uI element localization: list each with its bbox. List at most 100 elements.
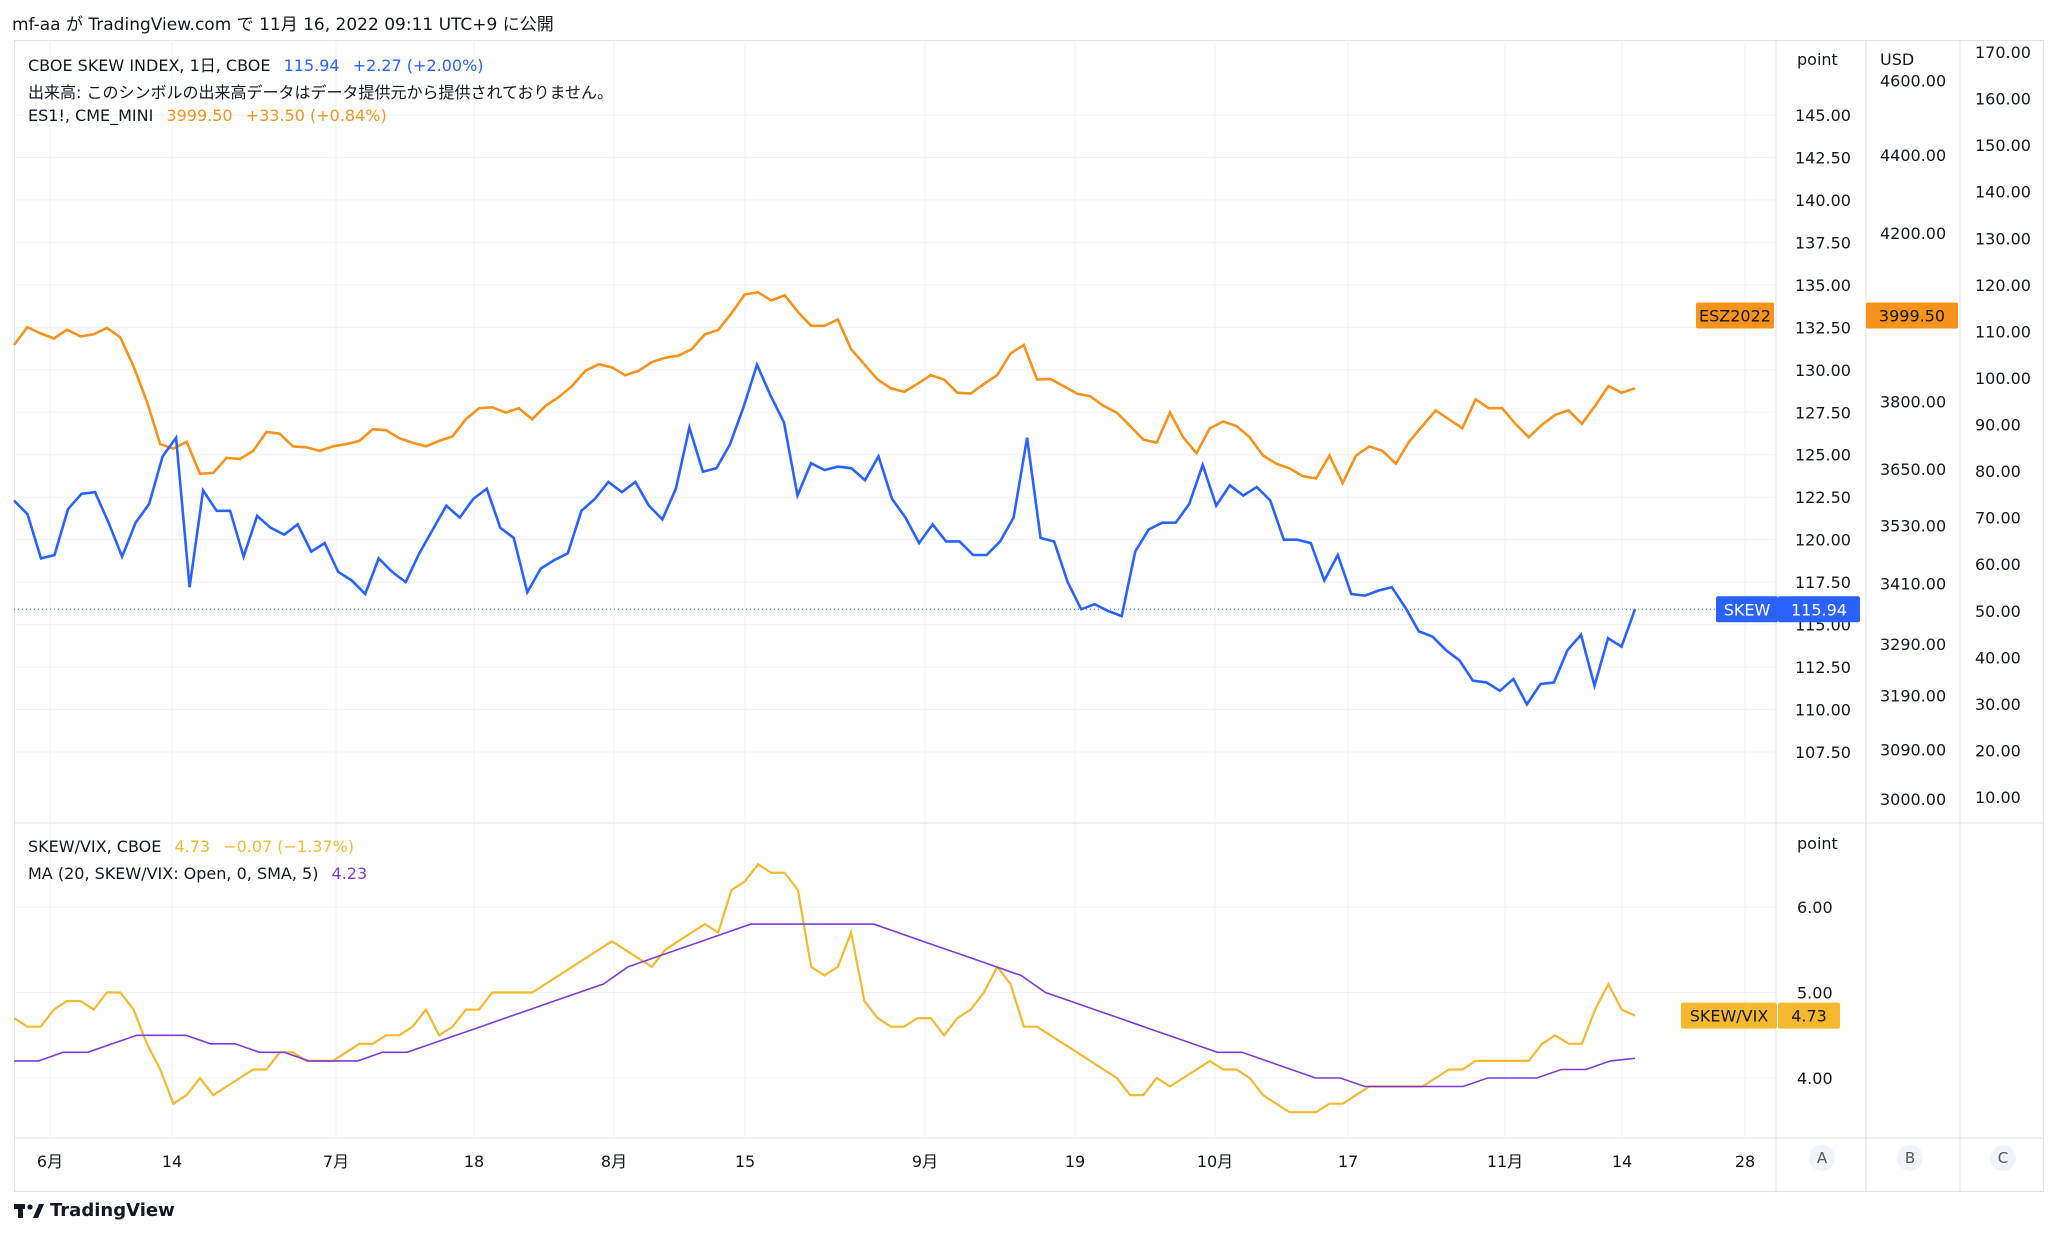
chart-frame (14, 40, 2044, 1192)
ratio-price-tag-box (1778, 1002, 1840, 1029)
skew-legend-value: 115.94 (283, 56, 340, 75)
time-tick-label: 9月 (912, 1152, 938, 1171)
point-tick-label: 127.50 (1795, 403, 1851, 422)
lower-tick-label: 6.00 (1797, 898, 1833, 917)
c-tick-label: 160.00 (1975, 90, 2031, 109)
ma-legend: MA (20, SKEW/VIX: Open, 0, SMA, 5) 4.23 (28, 864, 375, 883)
es-series-line (12, 290, 1636, 487)
es-symbol-tag-box (1696, 302, 1774, 329)
usd-tick-label: 3000.00 (1880, 790, 1946, 809)
usd-tick-label: 4200.00 (1880, 224, 1946, 243)
c-tick-label: 10.00 (1975, 788, 2021, 807)
c-tick-label: 140.00 (1975, 183, 2031, 202)
point-tick-label: 125.00 (1795, 446, 1851, 465)
ratio-legend: SKEW/VIX, CBOE 4.73 −0.07 (−1.37%) (28, 837, 362, 856)
usd-tick-label: 3530.00 (1880, 516, 1946, 535)
usd-tick-label: 3190.00 (1880, 687, 1946, 706)
time-tick-label: 7月 (323, 1152, 349, 1171)
time-tick-label: 18 (464, 1152, 484, 1171)
point-tick-label: 137.50 (1795, 233, 1851, 252)
ratio-series-line (13, 862, 1636, 1114)
time-tick-label: 19 (1065, 1152, 1085, 1171)
skew-symbol-tag-box (1716, 596, 1778, 623)
ma-series-line (14, 923, 1636, 1088)
time-tick-label: 14 (1612, 1152, 1632, 1171)
point-tick-label: 132.50 (1795, 318, 1851, 337)
skew-price-tag-text: 115.94 (1791, 600, 1847, 619)
footer-brand-text: TradingView (50, 1200, 175, 1221)
ratio-legend-change: −0.07 (−1.37%) (223, 837, 354, 856)
tradingview-logo-icon (14, 1203, 44, 1218)
ratio-price-tag-text: 4.73 (1791, 1007, 1827, 1026)
scale-button-c[interactable]: C (1990, 1145, 2016, 1171)
c-tick-label: 80.00 (1975, 462, 2021, 481)
skew-legend: CBOE SKEW INDEX, 1日, CBOE 115.94 +2.27 (… (28, 52, 492, 76)
es-legend: ES1!, CME_MINI 3999.50 +33.50 (+0.84%) (28, 106, 395, 125)
c-tick-label: 110.00 (1975, 322, 2031, 341)
c-tick-label: 90.00 (1975, 416, 2021, 435)
point-tick-label: 140.00 (1795, 191, 1851, 210)
point-tick-label: 107.50 (1795, 743, 1851, 762)
volume-note-text: 出来高: このシンボルの出来高データはデータ提供元から提供されておりません。 (28, 83, 614, 102)
c-tick-label: 70.00 (1975, 509, 2021, 528)
ratio-legend-value: 4.73 (174, 837, 211, 856)
scale-button-a[interactable]: A (1809, 1145, 1835, 1171)
ratio-legend-title: SKEW/VIX, CBOE (28, 837, 162, 856)
ma-legend-value: 4.23 (331, 864, 368, 883)
usd-tick-label: 3800.00 (1880, 393, 1946, 412)
skew-price-tag-box (1778, 596, 1860, 623)
lower-tick-label: 5.00 (1797, 984, 1833, 1003)
es-legend-value: 3999.50 (166, 106, 233, 125)
es-legend-title: ES1!, CME_MINI (28, 106, 154, 125)
point-axis-header: point (1797, 50, 1838, 69)
time-tick-label: 14 (162, 1152, 182, 1171)
point-tick-label: 110.00 (1795, 701, 1851, 720)
time-tick-label: 6月 (37, 1152, 63, 1171)
time-tick-label: 17 (1338, 1152, 1358, 1171)
c-tick-label: 150.00 (1975, 136, 2031, 155)
scale-button-b[interactable]: B (1897, 1145, 1923, 1171)
skew-symbol-tag-text: SKEW (1724, 600, 1771, 619)
ma-legend-title: MA (20, SKEW/VIX: Open, 0, SMA, 5) (28, 864, 319, 883)
skew-series-line (13, 361, 1637, 707)
lower-tick-label: 4.00 (1797, 1069, 1833, 1088)
usd-tick-label: 3650.00 (1880, 460, 1946, 479)
usd-tick-label: 4600.00 (1880, 71, 1946, 90)
skew-legend-title: CBOE SKEW INDEX, 1日, CBOE (28, 56, 271, 75)
c-tick-label: 170.00 (1975, 43, 2031, 62)
es-price-tag-box (1866, 302, 1958, 329)
footer-brand[interactable]: TradingView (14, 1200, 175, 1221)
point-tick-label: 117.50 (1795, 573, 1851, 592)
time-tick-label: 15 (735, 1152, 755, 1171)
usd-tick-label: 3410.00 (1880, 575, 1946, 594)
skew-legend-change: +2.27 (+2.00%) (352, 56, 484, 75)
point-tick-label: 120.00 (1795, 531, 1851, 550)
ratio-symbol-tag-text: SKEW/VIX (1690, 1007, 1769, 1026)
time-tick-label: 11月 (1487, 1152, 1523, 1171)
usd-tick-label: 4400.00 (1880, 146, 1946, 165)
es-symbol-tag-text: ESZ2022 (1699, 306, 1771, 325)
point-tick-label: 145.00 (1795, 106, 1851, 125)
publish-header: mf-aa が TradingView.com で 11月 16, 2022 0… (12, 15, 554, 35)
time-tick-label: 28 (1735, 1152, 1755, 1171)
point-tick-label: 112.50 (1795, 658, 1851, 677)
c-tick-label: 130.00 (1975, 229, 2031, 248)
es-price-tag-text: 3999.50 (1879, 306, 1945, 325)
c-tick-label: 20.00 (1975, 741, 2021, 760)
time-tick-label: 10月 (1197, 1152, 1233, 1171)
ratio-symbol-tag-box (1681, 1002, 1777, 1029)
point-tick-label: 142.50 (1795, 148, 1851, 167)
lower-point-axis-header: point (1797, 834, 1838, 853)
c-tick-label: 100.00 (1975, 369, 2031, 388)
time-tick-label: 8月 (601, 1152, 627, 1171)
point-tick-label: 135.00 (1795, 276, 1851, 295)
point-tick-label: 130.00 (1795, 361, 1851, 380)
c-tick-label: 60.00 (1975, 555, 2021, 574)
point-tick-label: 122.50 (1795, 488, 1851, 507)
usd-axis-header: USD (1880, 50, 1914, 69)
c-tick-label: 120.00 (1975, 276, 2031, 295)
usd-tick-label: 3090.00 (1880, 740, 1946, 759)
c-tick-label: 50.00 (1975, 602, 2021, 621)
volume-note: 出来高: このシンボルの出来高データはデータ提供元から提供されておりません。 (28, 79, 621, 103)
